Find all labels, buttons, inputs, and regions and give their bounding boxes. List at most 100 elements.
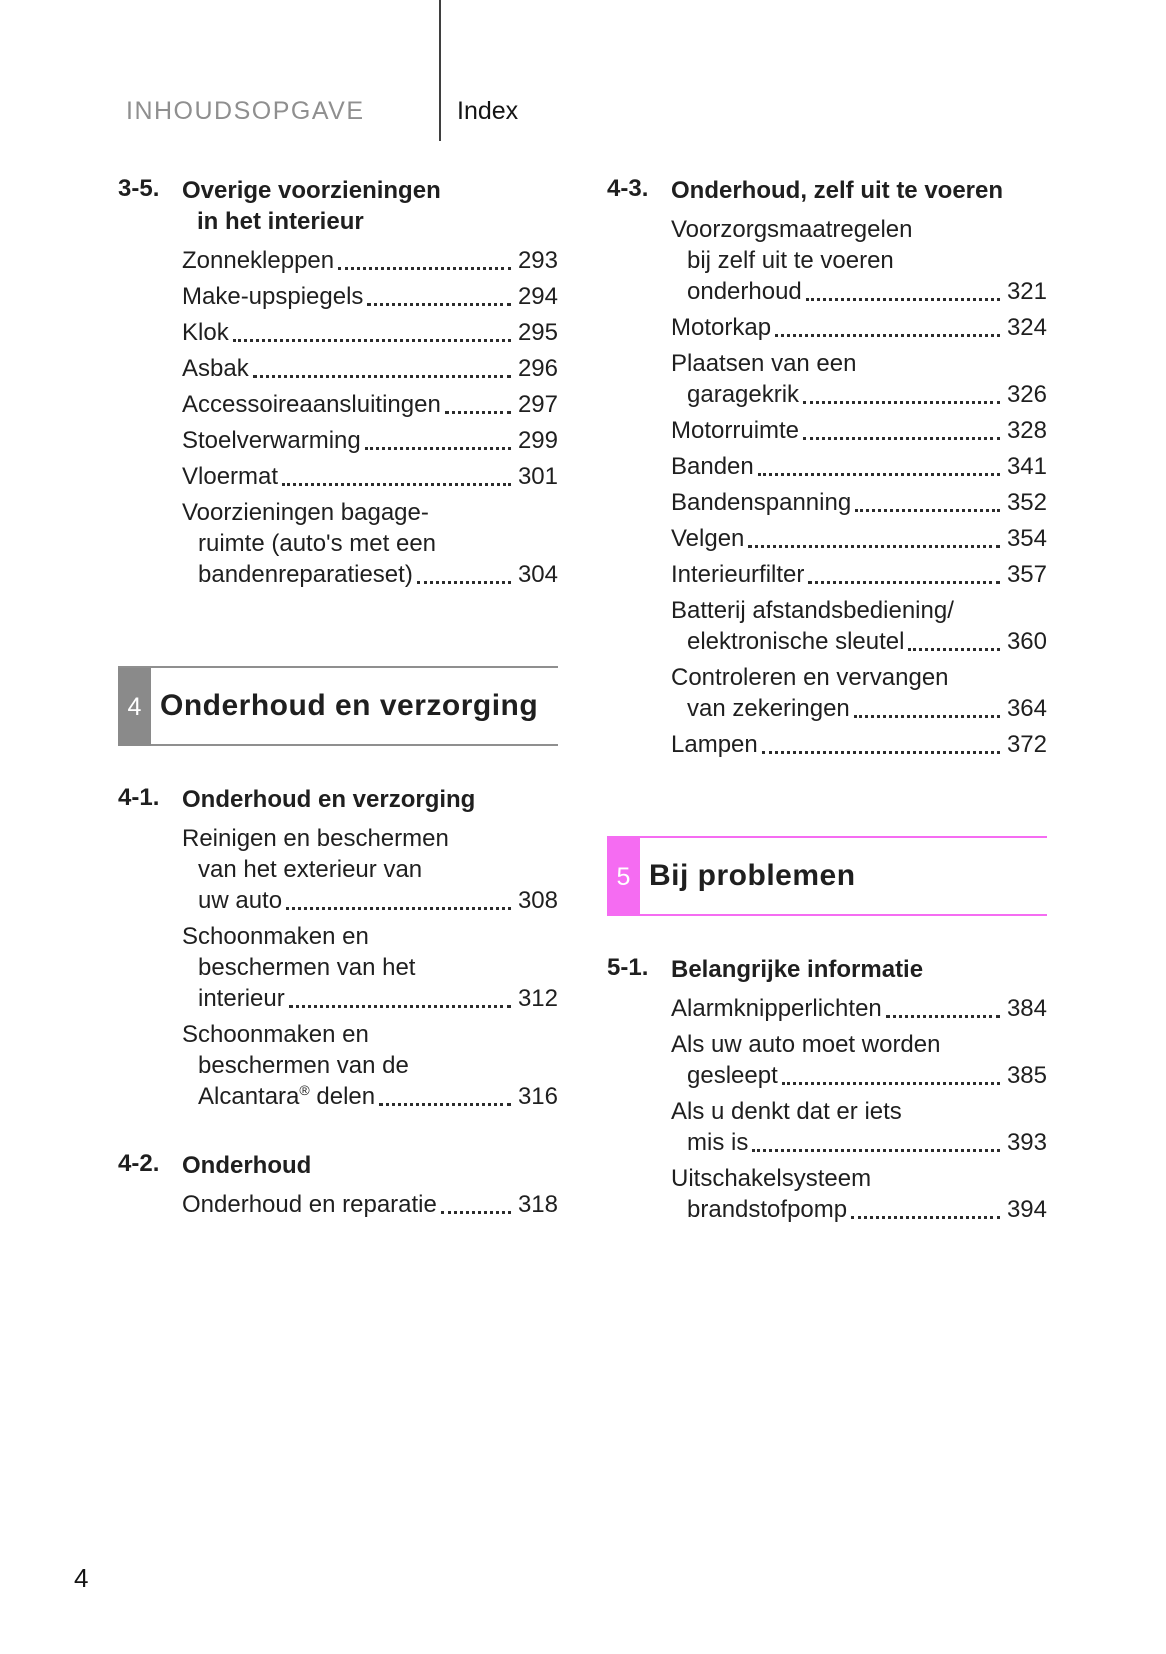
dotted-leader [364,447,511,450]
toc-entry: Motorkap 324 [607,312,1047,343]
subsection-number: 4-3. [607,175,649,202]
entry-last-line: mis is 393 [671,1127,1047,1158]
dotted-leader [803,437,1000,440]
entry-last-line: Banden 341 [671,451,1047,482]
subsection-title: Onderhoud [182,1150,311,1181]
toc-entry: Banden 341 [607,451,1047,482]
subsection-number: 4-1. [118,784,160,811]
entry-last-line: Vloermat 301 [182,461,558,492]
dotted-leader [885,1015,1000,1018]
entry-text: Onderhoud en reparatie [182,1191,437,1218]
entry-page-number: 321 [1006,278,1047,305]
toc-entry: Batterij afstandsbediening/elektronische… [607,595,1047,657]
subsection-title-line: Onderhoud [182,1152,312,1179]
entry-text: garagekrik [687,381,800,408]
dotted-leader [440,1211,511,1214]
toc-entry: Reinigen en beschermen van het exterieur … [118,823,558,916]
entry-text: Make-upspiegels [182,283,364,310]
entry-last-line: gesleept 385 [671,1060,1047,1091]
entry-text: brandstofpomp [687,1196,848,1223]
entry-text: Alcantara® delen [198,1082,376,1110]
entry-text: Vloermat [182,463,279,490]
entry-text: interieur [198,985,285,1012]
toc-subsection: 4-3. Onderhoud, zelf uit te voeren Voorzor… [607,175,1047,760]
toc-entry: Alarmknipperlichten 384 [607,993,1047,1024]
toc-entry: Als uw auto moet worden gesleept 385 [607,1029,1047,1091]
subsection-title-line: Belangrijke informatie [671,956,924,983]
dotted-leader [288,1005,511,1008]
toc-entry: Vloermat 301 [118,461,558,492]
toc-entry: Als u denkt dat er iets mis is 393 [607,1096,1047,1158]
entry-text: uw auto [198,887,283,914]
entry-line: ruimte (auto's met een [198,530,437,557]
entry-last-line: Asbak 296 [182,353,558,384]
entry-last-line: garagekrik 326 [671,379,1047,410]
entry-page-number: 299 [517,427,558,454]
toc-columns: 3-5. Overige voorzieningen in het interieu… [118,175,1047,1230]
subsection-title: Overige voorzieningen in het interieur [182,175,441,237]
entry-last-line: Motorruimte 328 [671,415,1047,446]
entry-line: Uitschakelsysteem [671,1165,872,1192]
subsection-number: 4-2. [118,1150,160,1177]
toc-subsection: 5-1. Belangrijke informatie Alarmknipperli… [607,954,1047,1225]
entry-page-number: 316 [517,1083,558,1110]
entry-text: elektronische sleutel [687,628,905,655]
subsection-title-line: Overige voorzieningen [182,177,441,204]
entry-last-line: Alcantara® delen 316 [182,1081,558,1112]
toc-entry: Stoelverwarming 299 [118,425,558,456]
entry-line: bij zelf uit te voeren [687,247,894,274]
dotted-leader [286,907,511,910]
chapter-number: 4 [127,692,142,721]
entry-text: Banden [671,453,754,480]
entry-last-line: Lampen 372 [671,729,1047,760]
entry-text: Accessoireaansluitingen [182,391,441,418]
dotted-leader [416,581,511,584]
subsection-number: 3-5. [118,175,160,202]
entry-page-number: 296 [517,355,558,382]
chapter-title: Onderhoud en verzorging [160,689,539,722]
toc-entry: Voorzorgsmaatregelen bij zelf uit te voer… [607,214,1047,307]
entry-text: mis is [687,1129,749,1156]
toc-entry: Onderhoud en reparatie 318 [118,1189,558,1220]
entry-text: Klok [182,319,229,346]
entry-last-line: onderhoud 321 [671,276,1047,307]
entry-page-number: 372 [1006,731,1047,758]
subsection-number: 5-1. [607,954,649,981]
entry-line: beschermen van het [198,954,416,981]
dotted-leader [775,334,1000,337]
entry-text: Asbak [182,355,249,382]
entry-page-number: 308 [517,887,558,914]
chapter-title-area: Onderhoud en verzorging [151,668,558,746]
entry-page-number: 394 [1006,1196,1047,1223]
dotted-leader [752,1149,1000,1152]
toc-column: 4-3. Onderhoud, zelf uit te voeren Voorzor… [607,175,1047,1230]
entry-text: Zonnekleppen [182,247,335,274]
entry-page-number: 297 [517,391,558,418]
entry-line: Schoonmaken en [182,923,369,950]
entry-page-number: 360 [1006,628,1047,655]
entry-line: Als u denkt dat er iets [671,1098,902,1125]
entry-last-line: van zekeringen 364 [671,693,1047,724]
entry-last-line: Velgen 354 [671,523,1047,554]
chapter-banner: 4 Onderhoud en verzorging [118,666,558,746]
entry-line: Voorzieningen bagage- [182,499,429,526]
toc-entry: Klok 295 [118,317,558,348]
toc-subsection: 3-5. Overige voorzieningen in het interieu… [118,175,558,590]
subsection-title-line: Onderhoud, zelf uit te voeren [671,177,1004,204]
page-number: 4 [74,1563,89,1593]
dotted-leader [855,509,1000,512]
dotted-leader [853,715,1000,718]
toc-entry: Uitschakelsysteem brandstofpomp 394 [607,1163,1047,1225]
entry-page-number: 312 [517,985,558,1012]
entry-text: onderhoud [687,278,802,305]
chapter-number-box: 5 [607,838,640,916]
subsection-heading: 3-5. Overige voorzieningen in het interieu… [118,175,558,237]
subsection-title-line: Onderhoud en verzorging [182,786,476,813]
entry-line: beschermen van de [198,1052,409,1079]
index-header-label: Index [457,97,519,125]
toc-entry: Controleren en vervangen van zekeringen 36… [607,662,1047,724]
entry-line: Voorzorgsmaatregelen [671,216,913,243]
entry-text: van zekeringen [687,695,850,722]
chapter-number: 5 [616,862,631,891]
entry-last-line: Motorkap 324 [671,312,1047,343]
